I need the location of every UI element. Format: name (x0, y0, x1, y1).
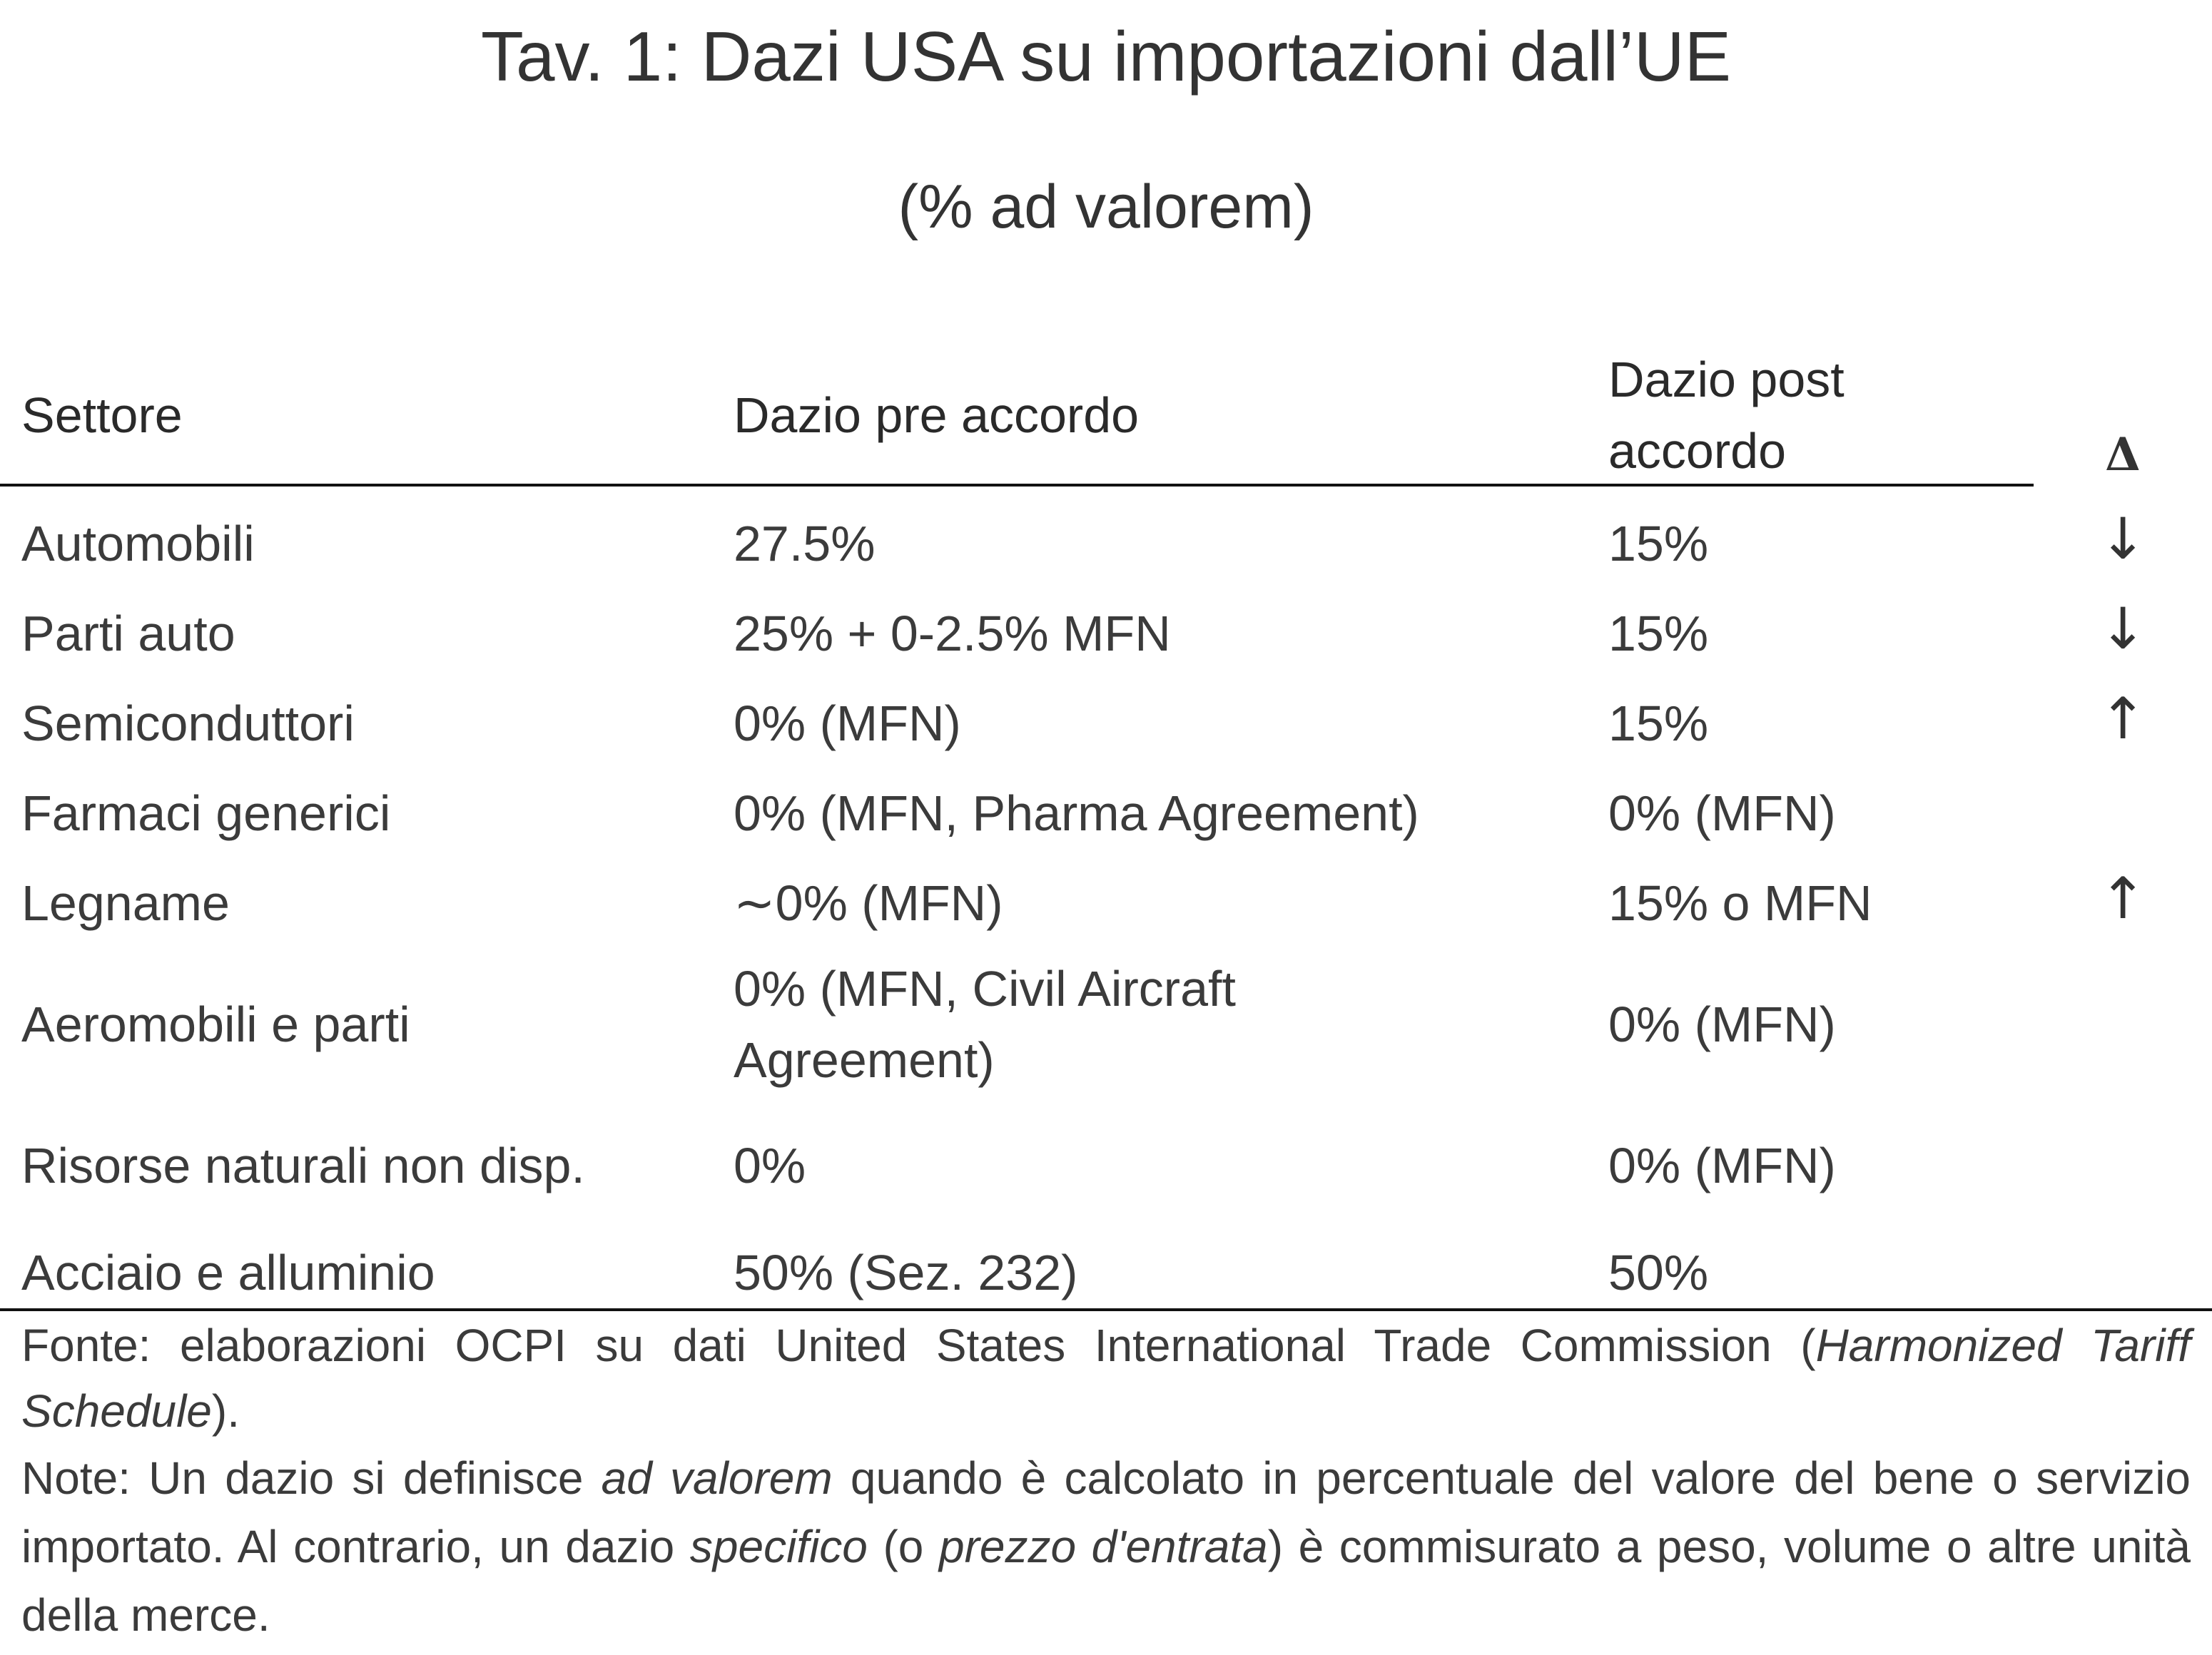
row-pre-line2: Agreement) (734, 1032, 995, 1088)
source-note: Fonte: elaborazioni OCPI su dati United … (21, 1313, 2191, 1444)
row-sector: Legname (21, 875, 230, 931)
source-suffix: ). (211, 1385, 240, 1437)
table-title: Tav. 1: Dazi USA su importazioni dall’UE (481, 17, 1731, 96)
row-post: 15% (1608, 696, 1709, 751)
header-post-agreement-line1: Dazio post (1608, 352, 1845, 407)
row-sector: Semiconduttori (21, 696, 355, 751)
header-sector: Settore (21, 387, 183, 443)
header-delta: Δ (2105, 428, 2141, 482)
row-pre: 0% (734, 1138, 806, 1193)
note-text-1: Note: Un dazio si definisce (21, 1452, 602, 1504)
down-arrow-icon: ↓ (2099, 506, 2147, 572)
row-sector: Risorse naturali non disp. (21, 1138, 585, 1193)
row-post: 0% (MFN) (1608, 997, 1836, 1052)
header-rule (0, 484, 2034, 487)
note-italic-1: ad valorem (601, 1452, 833, 1504)
row-pre: 0% (MFN, Pharma Agreement) (734, 785, 1419, 841)
down-arrow-icon: ↓ (2099, 596, 2147, 662)
up-arrow-icon: ↑ (2099, 865, 2147, 932)
note-italic-3: prezzo d'entrata (938, 1521, 1268, 1572)
row-pre: ∼0% (MFN) (734, 875, 1003, 931)
row-post: 0% (MFN) (1608, 1138, 1836, 1193)
row-pre: 27.5% (734, 516, 876, 571)
row-pre: 0% (MFN, Civil Aircraft (734, 961, 1236, 1017)
row-post: 15% o MFN (1608, 875, 1872, 931)
row-sector: Parti auto (21, 606, 235, 661)
row-sector: Aeromobili e parti (21, 997, 410, 1052)
source-italic: Harmonized Tariff Schedule (21, 1320, 2191, 1437)
methodology-note: Note: Un dazio si definisce ad valorem q… (21, 1444, 2191, 1649)
row-sector: Acciaio e alluminio (21, 1245, 435, 1300)
row-post: 15% (1608, 606, 1709, 661)
row-sector: Automobili (21, 516, 255, 571)
row-pre: 25% + 0-2.5% MFN (734, 606, 1171, 661)
row-post: 15% (1608, 516, 1709, 571)
row-post: 0% (MFN) (1608, 785, 1836, 841)
row-pre: 0% (MFN) (734, 696, 961, 751)
note-text-3: (o (867, 1521, 939, 1572)
header-pre-agreement: Dazio pre accordo (734, 387, 1140, 443)
up-arrow-icon: ↑ (2099, 686, 2147, 752)
row-sector: Farmaci generici (21, 785, 391, 841)
note-text-2: quando è calcolato in percentuale del va… (21, 1452, 2191, 1572)
row-post: 50% (1608, 1245, 1709, 1300)
bottom-rule (0, 1308, 2212, 1311)
row-pre: 50% (Sez. 232) (734, 1245, 1078, 1300)
header-post-agreement-line2: accordo (1608, 423, 1787, 479)
table-subtitle: (% ad valorem) (898, 173, 1314, 241)
source-text: Fonte: elaborazioni OCPI su dati United … (21, 1320, 1816, 1371)
note-text-4: ) è commisurato a peso, volume o altre u… (21, 1521, 2191, 1641)
note-italic-2: specifico (689, 1521, 868, 1572)
